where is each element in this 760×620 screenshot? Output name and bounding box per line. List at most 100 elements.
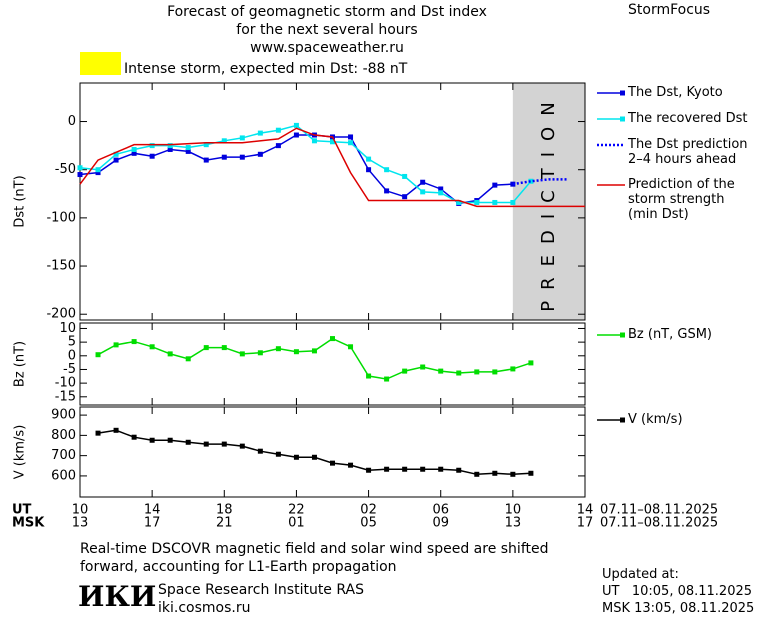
data-point xyxy=(330,139,335,145)
x-axis-label: MSK xyxy=(12,516,45,531)
data-point xyxy=(203,142,209,148)
data-point xyxy=(402,368,408,374)
data-point xyxy=(239,154,245,160)
y-axis-label: Bz (nT) xyxy=(13,341,28,387)
y-tick-label: -5 xyxy=(63,362,76,377)
data-point xyxy=(293,122,299,128)
series-line xyxy=(97,337,532,380)
data-point xyxy=(492,182,498,188)
legend-marker xyxy=(620,332,625,338)
data-point xyxy=(149,143,155,149)
x-tick-label: 18 xyxy=(216,503,233,518)
data-point xyxy=(185,439,191,445)
x-axis-label: UT xyxy=(12,503,32,518)
series-line xyxy=(79,124,532,204)
data-point xyxy=(348,344,354,350)
y-tick-label: -100 xyxy=(46,210,76,225)
annotation-swatch xyxy=(80,52,121,75)
data-point xyxy=(113,427,119,433)
data-point xyxy=(366,373,372,379)
plot-frame xyxy=(79,82,586,321)
y-tick-label: -200 xyxy=(46,307,76,322)
data-point xyxy=(167,143,173,149)
data-point xyxy=(221,441,227,447)
data-point xyxy=(366,156,372,162)
data-point xyxy=(95,170,101,176)
data-point xyxy=(330,336,335,342)
data-point xyxy=(221,154,227,160)
y-tick-label: -10 xyxy=(55,376,76,391)
data-point xyxy=(239,443,245,449)
data-point xyxy=(275,451,281,457)
data-point xyxy=(293,349,299,355)
data-point xyxy=(203,441,209,447)
x-tick-label: 09 xyxy=(432,516,449,531)
x-tick-label: 01 xyxy=(288,516,305,531)
y-axis-label: V (km/s) xyxy=(13,425,28,480)
data-point xyxy=(456,370,462,376)
brand: StormFocus xyxy=(628,2,711,18)
data-point xyxy=(95,352,101,358)
data-point xyxy=(95,167,101,173)
data-point xyxy=(510,366,516,372)
updated-label: Updated at: xyxy=(602,567,679,582)
legend-marker xyxy=(620,417,625,423)
x-tick-label: 05 xyxy=(360,516,377,531)
data-point xyxy=(239,351,245,357)
x-tick-label: 17 xyxy=(144,516,161,531)
date-range: 07.11–08.11.2025 xyxy=(600,503,718,518)
legend-label: The recovered Dst xyxy=(628,111,748,126)
legend-label: Bz (nT, GSM) xyxy=(628,327,713,342)
data-point xyxy=(149,437,155,443)
data-point xyxy=(203,157,209,163)
series-line xyxy=(97,429,531,476)
x-tick-label: 22 xyxy=(288,503,305,518)
data-point xyxy=(402,173,408,179)
data-point xyxy=(311,454,317,460)
data-point xyxy=(113,342,119,348)
plot-frame xyxy=(79,406,586,498)
y-tick-label: 900 xyxy=(51,408,76,423)
data-point xyxy=(113,151,119,157)
updated-ut: UT 10:05, 08.11.2025 xyxy=(602,584,753,599)
data-point xyxy=(131,339,137,345)
y-tick-label: 5 xyxy=(68,335,76,350)
series-line xyxy=(79,127,585,208)
data-point xyxy=(402,466,408,472)
data-point xyxy=(438,190,444,196)
data-point xyxy=(528,178,534,184)
data-point xyxy=(510,199,516,205)
data-point xyxy=(420,364,426,370)
data-point xyxy=(311,348,317,354)
institute: Space Research Institute RAS xyxy=(158,582,364,598)
data-point xyxy=(420,179,426,185)
data-point xyxy=(384,376,390,382)
data-point xyxy=(474,199,480,205)
data-point xyxy=(330,460,335,466)
date-range: 07.11–08.11.2025 xyxy=(600,516,718,531)
data-point xyxy=(528,470,534,476)
x-tick-label: 13 xyxy=(505,516,522,531)
footer-note: Real-time DSCOVR magnetic field and sola… xyxy=(80,541,549,575)
data-point xyxy=(456,199,462,205)
data-point xyxy=(384,188,390,194)
data-point xyxy=(366,467,372,473)
data-point xyxy=(167,146,173,152)
title: Forecast of geomagnetic storm and Dst in… xyxy=(167,4,487,56)
legend-label: The Dst prediction 2–4 hours ahead xyxy=(628,137,748,167)
data-point xyxy=(311,138,317,144)
data-point xyxy=(456,467,462,473)
y-tick-label: -50 xyxy=(55,162,76,177)
legend-label: Prediction of the storm strength (min Ds… xyxy=(628,177,735,222)
legend-label: The Dst, Kyoto xyxy=(628,85,723,100)
data-point xyxy=(275,127,281,133)
data-point xyxy=(239,135,245,141)
prediction-label: PREDICTION xyxy=(538,91,559,311)
data-point xyxy=(420,466,426,472)
updated-msk: MSK 13:05, 08.11.2025 xyxy=(602,601,755,616)
series-line xyxy=(512,178,567,186)
data-point xyxy=(185,356,191,362)
data-point xyxy=(203,345,209,351)
annotation: Intense storm, expected min Dst: -88 nT xyxy=(124,61,408,77)
y-tick-label: 0 xyxy=(68,348,76,363)
